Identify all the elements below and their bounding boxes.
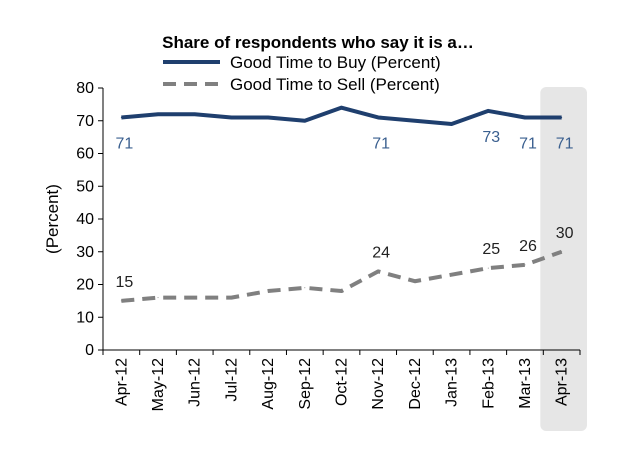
chart-title: Share of respondents who say it is a… xyxy=(162,33,474,52)
series-1-point xyxy=(304,287,306,289)
x-tick-label: Aug-12 xyxy=(260,358,277,410)
data-label-series-1: 30 xyxy=(556,225,574,242)
series-1-point xyxy=(487,267,489,269)
x-tick-label: Jun-12 xyxy=(187,358,204,407)
x-tick-label: Apr-12 xyxy=(113,358,130,406)
y-tick-label: 70 xyxy=(76,113,94,130)
highlight-band xyxy=(540,87,587,431)
series-1-point xyxy=(524,264,526,266)
series-1-point xyxy=(451,274,453,276)
y-tick-label: 40 xyxy=(76,211,94,228)
data-label-series-0: 71 xyxy=(372,135,390,152)
y-tick-label: 20 xyxy=(76,277,94,294)
data-labels: 71 71 73 71 71 15 24 25 26 30 xyxy=(115,129,573,291)
data-label-series-1: 24 xyxy=(372,244,390,261)
series-1-point xyxy=(414,280,416,282)
series-0-point xyxy=(414,120,416,122)
x-tick-label: Sep-12 xyxy=(297,358,314,410)
series-1-point xyxy=(377,270,379,272)
series-1-point xyxy=(230,297,232,299)
series-0-point xyxy=(194,113,196,115)
series-0-point xyxy=(487,110,489,112)
y-tick-label: 30 xyxy=(76,244,94,261)
series-0-point xyxy=(451,123,453,125)
series-1-point xyxy=(267,290,269,292)
series-0-point xyxy=(157,113,159,115)
x-tick-label: Jan-13 xyxy=(444,358,461,407)
data-label-series-0: 73 xyxy=(482,129,500,146)
y-tick-label: 60 xyxy=(76,146,94,163)
x-tick-label: Jul-12 xyxy=(223,358,240,402)
series-layer xyxy=(120,105,563,303)
data-label-series-1: 25 xyxy=(482,241,500,258)
legend-label-0: Good Time to Buy (Percent) xyxy=(230,53,441,72)
legend: Good Time to Buy (Percent) Good Time to S… xyxy=(163,53,441,94)
series-1-point xyxy=(341,290,342,292)
y-tick-label: 80 xyxy=(76,80,94,97)
series-1-point xyxy=(120,300,122,302)
series-0-point xyxy=(230,116,232,118)
x-tick-label: Nov-12 xyxy=(370,358,387,410)
y-tick-label: 50 xyxy=(76,178,94,195)
series-line-1 xyxy=(121,249,563,303)
series-line-0 xyxy=(121,105,562,127)
series-0-point xyxy=(120,116,122,118)
x-tick-label: Apr-13 xyxy=(554,358,571,406)
series-1-point xyxy=(194,297,196,299)
x-tick-label: Feb-13 xyxy=(480,358,497,409)
series-0-point xyxy=(341,107,342,109)
series-0-point xyxy=(267,116,269,118)
x-tick-label: May-12 xyxy=(150,358,167,411)
x-tick-label: Dec-12 xyxy=(407,358,424,410)
series-1-point xyxy=(561,251,563,253)
series-0-point xyxy=(561,116,563,118)
x-tick-label: Mar-13 xyxy=(517,358,534,409)
legend-label-1: Good Time to Sell (Percent) xyxy=(230,75,440,94)
data-label-series-0: 71 xyxy=(115,135,133,152)
data-label-series-1: 15 xyxy=(115,274,133,291)
y-axis-label: (Percent) xyxy=(43,184,62,254)
data-label-series-0: 71 xyxy=(556,135,574,152)
y-tick-label: 10 xyxy=(76,309,94,326)
series-0-point xyxy=(377,116,379,118)
data-label-series-0: 71 xyxy=(519,135,537,152)
series-0-point xyxy=(524,116,526,118)
series-0-point xyxy=(304,120,306,122)
data-label-series-1: 26 xyxy=(519,238,537,255)
series-1-point xyxy=(157,297,159,299)
y-tick-label: 0 xyxy=(85,342,94,359)
axes: 0 10 20 30 40 50 60 70 80 Apr-12 May-12 Jun-12 Jul-1… xyxy=(76,80,581,411)
x-tick-label: Oct-12 xyxy=(334,358,351,406)
